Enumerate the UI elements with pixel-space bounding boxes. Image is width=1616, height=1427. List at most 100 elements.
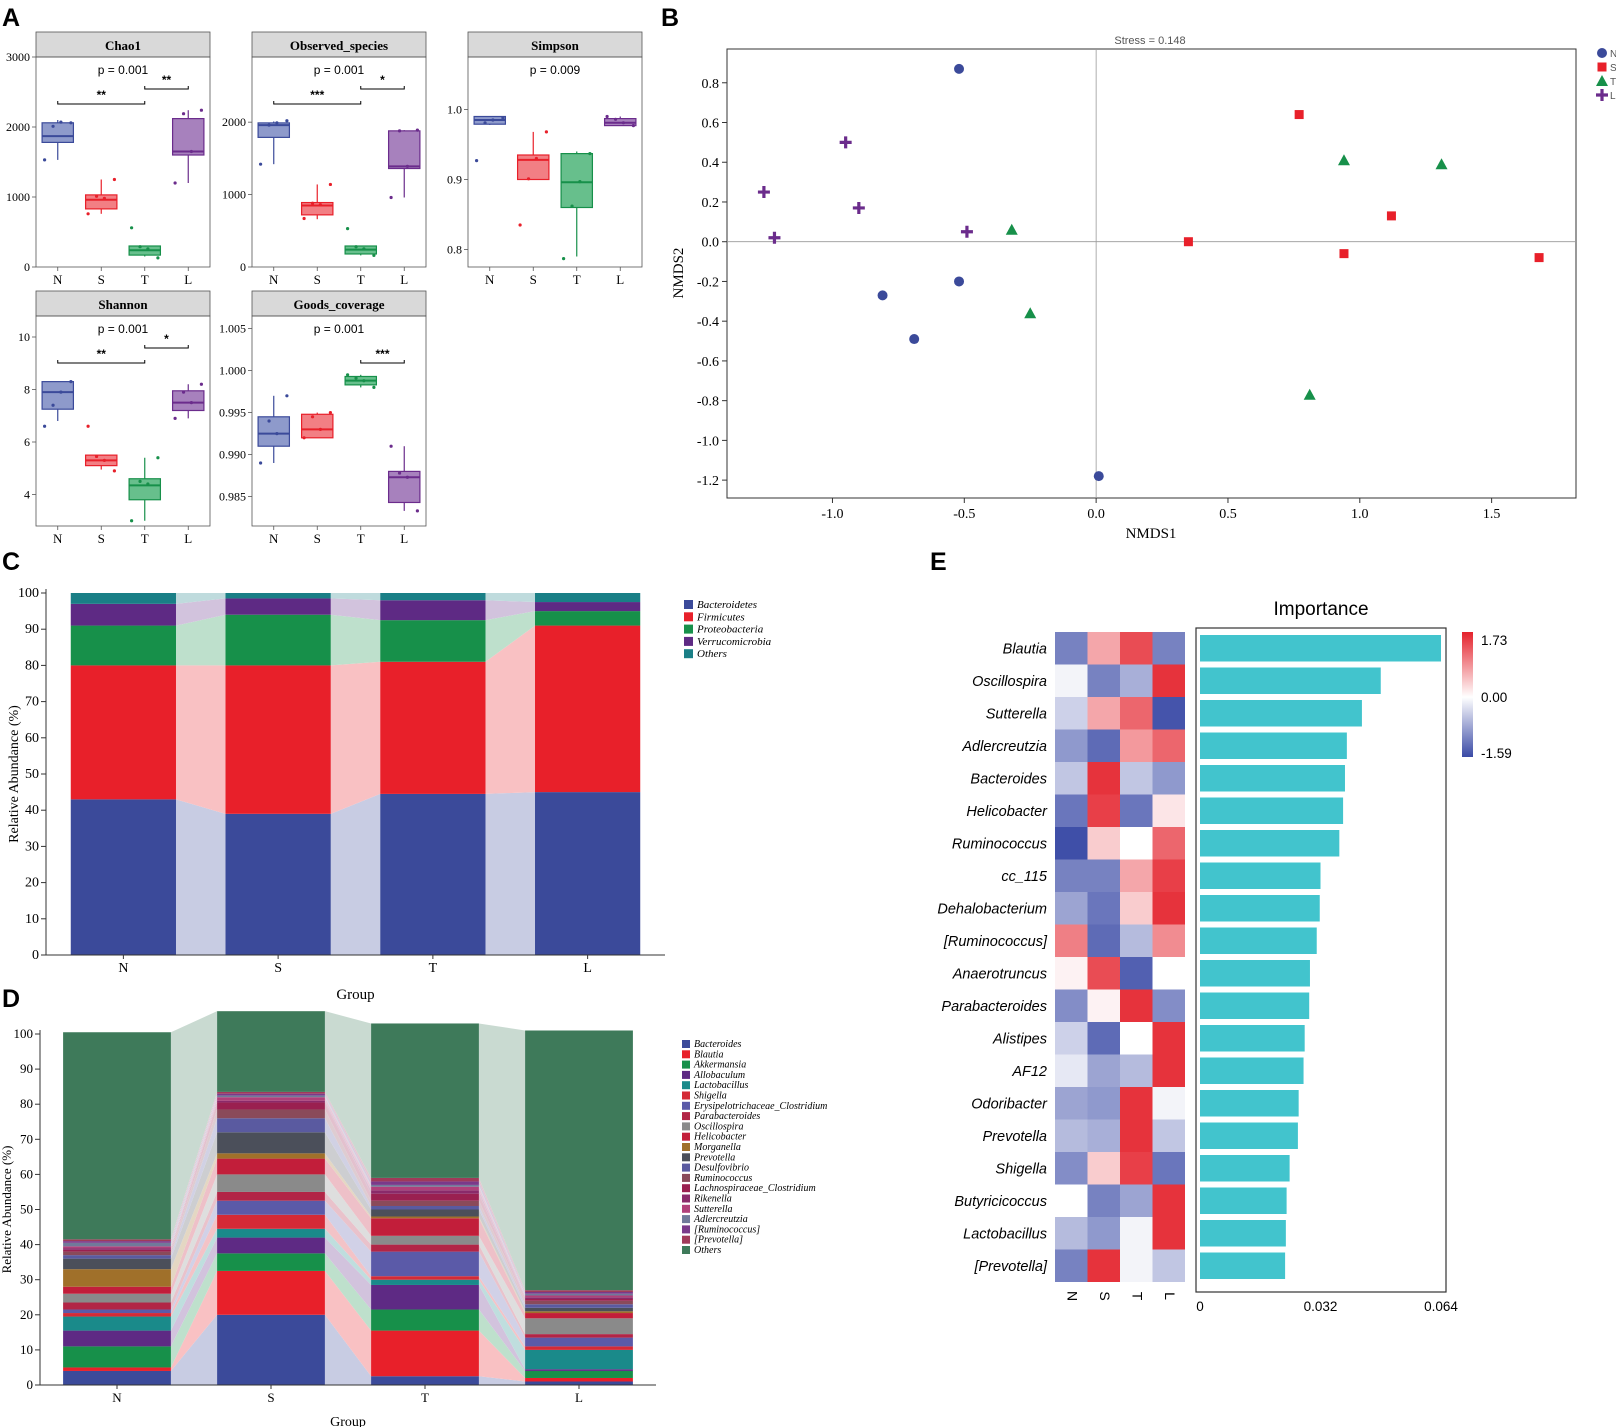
jitter-point xyxy=(138,479,142,483)
jitter-point xyxy=(69,121,73,125)
column-label: S xyxy=(1097,1291,1113,1300)
jitter-point xyxy=(345,373,350,377)
importance-bar xyxy=(1200,1057,1304,1084)
bar-segment-Allobaculum xyxy=(63,1330,171,1347)
jitter-point xyxy=(59,390,63,394)
facet-strip xyxy=(251,290,427,317)
jitter-point xyxy=(518,223,522,227)
box-T xyxy=(560,153,594,209)
heatmap-cell xyxy=(1152,924,1185,957)
y-tick-label: 8 xyxy=(24,383,30,397)
flow-ribbon xyxy=(478,1330,526,1382)
y-tick-label: 0.9 xyxy=(447,173,462,187)
point-L xyxy=(768,231,781,244)
box-L xyxy=(387,470,421,504)
heatmap-cell xyxy=(1087,892,1120,925)
x-tick-label: -1.0 xyxy=(821,507,843,522)
legend-label: Firmicutes xyxy=(696,611,745,623)
heatmap-cell xyxy=(1120,794,1153,827)
heatmap-cell xyxy=(1055,1184,1088,1217)
jitter-point xyxy=(267,123,271,127)
facet-title: Simpson xyxy=(531,38,579,53)
point-L xyxy=(960,225,973,238)
row-label: Adlercreutzia xyxy=(961,739,1047,755)
heatmap-cell xyxy=(1120,1217,1153,1250)
importance-bar xyxy=(1200,1155,1290,1182)
heatmap-cell xyxy=(1152,827,1185,860)
y-tick-label: 0 xyxy=(240,260,246,274)
facet-strip xyxy=(251,31,427,58)
bar-segment-Helicobacter xyxy=(525,1313,633,1319)
flow-ribbon xyxy=(170,1153,218,1287)
flow-ribbon xyxy=(330,598,381,621)
legend-mid: 0.00 xyxy=(1481,690,1507,705)
x-tick-label: N xyxy=(269,272,279,287)
bar-segment-Morganella xyxy=(371,1216,479,1219)
bar-segment-Blautia xyxy=(525,1377,633,1382)
importance-bar xyxy=(1200,1122,1298,1149)
plot-frame xyxy=(251,315,427,527)
panel-d-genus-bars: 0 10 20 30 40 50 60 70 80 90 100 N S T L Group Relative … xyxy=(0,1011,827,1427)
bar-segment-Shigella xyxy=(63,1313,171,1317)
box-T xyxy=(128,478,162,501)
row-label: Bacteroides xyxy=(970,771,1047,787)
point-L xyxy=(757,186,770,199)
jitter-point xyxy=(275,432,279,436)
bar-segment-Others xyxy=(525,1030,633,1291)
flow-ribbon xyxy=(170,1100,218,1250)
point-T xyxy=(1024,307,1037,319)
legend-label: Parabacteroides xyxy=(693,1111,760,1122)
x-tick-label: T xyxy=(429,961,438,976)
jitter-point xyxy=(102,458,106,462)
flow-ribbon xyxy=(170,1118,218,1259)
flow-ribbon xyxy=(324,1109,372,1206)
bar-segment-Ruminococcus xyxy=(63,1251,171,1256)
heatmap-cell xyxy=(1120,957,1153,990)
y-tick-label: 90 xyxy=(25,622,39,637)
flow-ribbon xyxy=(170,1109,218,1256)
x-axis-title: NMDS1 xyxy=(1126,526,1177,542)
flow-ribbon xyxy=(170,1102,218,1252)
row-label: Ruminococcus xyxy=(952,836,1047,852)
flow-ribbon xyxy=(478,1190,526,1300)
box-S xyxy=(300,201,334,216)
significance-stars: ** xyxy=(97,88,107,102)
bar-segment-Bacteroides xyxy=(371,1376,479,1385)
jitter-point xyxy=(328,182,333,187)
significance-stars: *** xyxy=(375,347,389,361)
bar-segment-Prevotella xyxy=(63,1258,171,1270)
jitter-point xyxy=(156,256,160,260)
heatmap-cell xyxy=(1152,989,1185,1022)
legend-swatch xyxy=(682,1143,690,1151)
flow-ribbon xyxy=(170,1314,218,1385)
heatmap-cell xyxy=(1152,632,1185,665)
flow-ribbon xyxy=(330,793,381,955)
column-label: T xyxy=(1130,1292,1146,1301)
p-value: p = 0.001 xyxy=(314,322,365,336)
y-tick-label: 20 xyxy=(20,1307,33,1322)
jitter-point xyxy=(94,194,99,198)
bar-segment-Erysipelotrichaceae_Clostridium xyxy=(63,1309,171,1314)
y-tick-label: 0.0 xyxy=(702,236,720,251)
jitter-point xyxy=(415,509,420,513)
heatmap-cell xyxy=(1120,924,1153,957)
flow-ribbon xyxy=(478,1309,526,1378)
heatmap-cell xyxy=(1087,664,1120,697)
panel-label-e: E xyxy=(930,548,947,576)
jitter-point xyxy=(621,121,625,125)
jitter-point xyxy=(189,149,193,154)
x-tick-label: T xyxy=(357,531,365,546)
legend-swatch xyxy=(682,1235,690,1244)
legend-label-T: T xyxy=(1610,77,1616,88)
x-tick-label: S xyxy=(267,1390,274,1405)
jitter-point xyxy=(570,204,574,208)
bar-segment-Adlercreutzia xyxy=(371,1184,479,1187)
row-label: [Prevotella] xyxy=(973,1259,1048,1275)
flow-ribbon xyxy=(478,1235,526,1335)
bar-segment-Akkermansia xyxy=(371,1309,479,1331)
jitter-point xyxy=(59,120,63,124)
heatmap-cell xyxy=(1120,1054,1153,1087)
heatmap-cell xyxy=(1120,729,1153,762)
legend-swatch xyxy=(682,1204,690,1213)
